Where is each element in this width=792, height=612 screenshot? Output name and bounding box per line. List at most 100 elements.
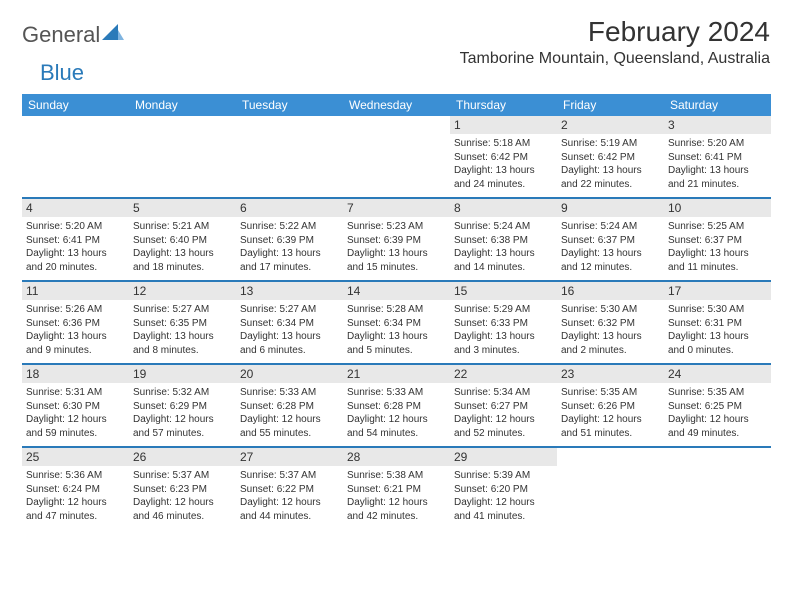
logo-text-blue: Blue bbox=[40, 60, 84, 86]
day-cell: 15 Sunrise: 5:29 AMSunset: 6:33 PMDayligh… bbox=[450, 281, 557, 364]
daylight-text: Daylight: 12 hours bbox=[668, 413, 767, 427]
day-cell: 28Sunrise: 5:38 AMSunset: 6:21 PMDayligh… bbox=[343, 447, 450, 529]
daylight-text: and 42 minutes. bbox=[347, 510, 446, 524]
day-number: 5 bbox=[129, 199, 236, 217]
day-number bbox=[557, 448, 664, 466]
daylight-text: and 59 minutes. bbox=[26, 427, 125, 441]
day-number: 16 bbox=[557, 282, 664, 300]
day-number: 25 bbox=[22, 448, 129, 466]
daylight-text: Daylight: 13 hours bbox=[454, 330, 553, 344]
day-number: 3 bbox=[664, 116, 771, 134]
sunrise-text: Sunrise: 5:39 AM bbox=[454, 469, 553, 483]
day-info: Sunrise: 5:24 AMSunset: 6:37 PMDaylight:… bbox=[561, 220, 660, 274]
sunrise-text: Sunrise: 5:30 AM bbox=[668, 303, 767, 317]
sunrise-text: Sunrise: 5:20 AM bbox=[668, 137, 767, 151]
day-info: Sunrise: 5:31 AMSunset: 6:30 PMDaylight:… bbox=[26, 386, 125, 440]
day-info: Sunrise: 5:30 AMSunset: 6:31 PMDaylight:… bbox=[668, 303, 767, 357]
day-info: Sunrise: 5:22 AMSunset: 6:39 PMDaylight:… bbox=[240, 220, 339, 274]
sunrise-text: Sunrise: 5:34 AM bbox=[454, 386, 553, 400]
day-header: Friday bbox=[557, 94, 664, 116]
day-cell: 12Sunrise: 5:27 AMSunset: 6:35 PMDayligh… bbox=[129, 281, 236, 364]
day-header: Tuesday bbox=[236, 94, 343, 116]
day-number: 6 bbox=[236, 199, 343, 217]
day-header: Monday bbox=[129, 94, 236, 116]
sunset-text: Sunset: 6:37 PM bbox=[668, 234, 767, 248]
day-cell: 10Sunrise: 5:25 AMSunset: 6:37 PMDayligh… bbox=[664, 198, 771, 281]
daylight-text: and 6 minutes. bbox=[240, 344, 339, 358]
day-cell: 13Sunrise: 5:27 AMSunset: 6:34 PMDayligh… bbox=[236, 281, 343, 364]
daylight-text: and 54 minutes. bbox=[347, 427, 446, 441]
day-info: Sunrise: 5:21 AMSunset: 6:40 PMDaylight:… bbox=[133, 220, 232, 274]
day-cell: 16Sunrise: 5:30 AMSunset: 6:32 PMDayligh… bbox=[557, 281, 664, 364]
day-number: 13 bbox=[236, 282, 343, 300]
daylight-text: and 55 minutes. bbox=[240, 427, 339, 441]
day-info: Sunrise: 5:32 AMSunset: 6:29 PMDaylight:… bbox=[133, 386, 232, 440]
sunrise-text: Sunrise: 5:35 AM bbox=[668, 386, 767, 400]
sunrise-text: Sunrise: 5:18 AM bbox=[454, 137, 553, 151]
day-number bbox=[343, 116, 450, 134]
day-cell bbox=[129, 116, 236, 198]
sunset-text: Sunset: 6:42 PM bbox=[454, 151, 553, 165]
daylight-text: Daylight: 13 hours bbox=[454, 247, 553, 261]
day-cell: 24Sunrise: 5:35 AMSunset: 6:25 PMDayligh… bbox=[664, 364, 771, 447]
daylight-text: and 17 minutes. bbox=[240, 261, 339, 275]
day-cell: 29Sunrise: 5:39 AMSunset: 6:20 PMDayligh… bbox=[450, 447, 557, 529]
day-header: Thursday bbox=[450, 94, 557, 116]
sunset-text: Sunset: 6:25 PM bbox=[668, 400, 767, 414]
daylight-text: and 8 minutes. bbox=[133, 344, 232, 358]
day-cell: 2Sunrise: 5:19 AMSunset: 6:42 PMDaylight… bbox=[557, 116, 664, 198]
daylight-text: Daylight: 12 hours bbox=[133, 413, 232, 427]
sunrise-text: Sunrise: 5:31 AM bbox=[26, 386, 125, 400]
day-number bbox=[129, 116, 236, 134]
daylight-text: and 18 minutes. bbox=[133, 261, 232, 275]
daylight-text: and 52 minutes. bbox=[454, 427, 553, 441]
sunrise-text: Sunrise: 5:25 AM bbox=[668, 220, 767, 234]
day-info: Sunrise: 5:20 AMSunset: 6:41 PMDaylight:… bbox=[668, 137, 767, 191]
sunset-text: Sunset: 6:41 PM bbox=[668, 151, 767, 165]
daylight-text: Daylight: 12 hours bbox=[347, 496, 446, 510]
week-row: 1Sunrise: 5:18 AMSunset: 6:42 PMDaylight… bbox=[22, 116, 771, 198]
sunset-text: Sunset: 6:23 PM bbox=[133, 483, 232, 497]
sunset-text: Sunset: 6:39 PM bbox=[240, 234, 339, 248]
day-cell: 1 Sunrise: 5:18 AMSunset: 6:42 PMDaylight… bbox=[450, 116, 557, 198]
day-header: Saturday bbox=[664, 94, 771, 116]
daylight-text: Daylight: 13 hours bbox=[26, 330, 125, 344]
day-cell: 23Sunrise: 5:35 AMSunset: 6:26 PMDayligh… bbox=[557, 364, 664, 447]
day-cell: 25Sunrise: 5:36 AMSunset: 6:24 PMDayligh… bbox=[22, 447, 129, 529]
day-info: Sunrise: 5:19 AMSunset: 6:42 PMDaylight:… bbox=[561, 137, 660, 191]
day-number: 1 bbox=[450, 116, 557, 134]
sunrise-text: Sunrise: 5:28 AM bbox=[347, 303, 446, 317]
day-cell: 19Sunrise: 5:32 AMSunset: 6:29 PMDayligh… bbox=[129, 364, 236, 447]
day-info: Sunrise: 5:39 AMSunset: 6:20 PMDaylight:… bbox=[454, 469, 553, 523]
day-info: Sunrise: 5:34 AMSunset: 6:27 PMDaylight:… bbox=[454, 386, 553, 440]
sunset-text: Sunset: 6:33 PM bbox=[454, 317, 553, 331]
day-info: Sunrise: 5:29 AMSunset: 6:33 PMDaylight:… bbox=[454, 303, 553, 357]
daylight-text: Daylight: 12 hours bbox=[240, 496, 339, 510]
day-cell: 17Sunrise: 5:30 AMSunset: 6:31 PMDayligh… bbox=[664, 281, 771, 364]
sunrise-text: Sunrise: 5:33 AM bbox=[240, 386, 339, 400]
day-number bbox=[22, 116, 129, 134]
sunrise-text: Sunrise: 5:24 AM bbox=[561, 220, 660, 234]
sunset-text: Sunset: 6:39 PM bbox=[347, 234, 446, 248]
day-header: Wednesday bbox=[343, 94, 450, 116]
sunset-text: Sunset: 6:42 PM bbox=[561, 151, 660, 165]
sunrise-text: Sunrise: 5:30 AM bbox=[561, 303, 660, 317]
daylight-text: Daylight: 13 hours bbox=[561, 330, 660, 344]
sunrise-text: Sunrise: 5:29 AM bbox=[454, 303, 553, 317]
day-number: 14 bbox=[343, 282, 450, 300]
day-info: Sunrise: 5:23 AMSunset: 6:39 PMDaylight:… bbox=[347, 220, 446, 274]
daylight-text: and 20 minutes. bbox=[26, 261, 125, 275]
daylight-text: and 0 minutes. bbox=[668, 344, 767, 358]
day-cell: 11Sunrise: 5:26 AMSunset: 6:36 PMDayligh… bbox=[22, 281, 129, 364]
day-cell: 22Sunrise: 5:34 AMSunset: 6:27 PMDayligh… bbox=[450, 364, 557, 447]
sunrise-text: Sunrise: 5:37 AM bbox=[240, 469, 339, 483]
week-row: 25Sunrise: 5:36 AMSunset: 6:24 PMDayligh… bbox=[22, 447, 771, 529]
sunrise-text: Sunrise: 5:33 AM bbox=[347, 386, 446, 400]
daylight-text: and 21 minutes. bbox=[668, 178, 767, 192]
daylight-text: and 47 minutes. bbox=[26, 510, 125, 524]
daylight-text: Daylight: 13 hours bbox=[454, 164, 553, 178]
sunset-text: Sunset: 6:34 PM bbox=[347, 317, 446, 331]
day-number: 10 bbox=[664, 199, 771, 217]
daylight-text: and 22 minutes. bbox=[561, 178, 660, 192]
day-number: 15 bbox=[450, 282, 557, 300]
